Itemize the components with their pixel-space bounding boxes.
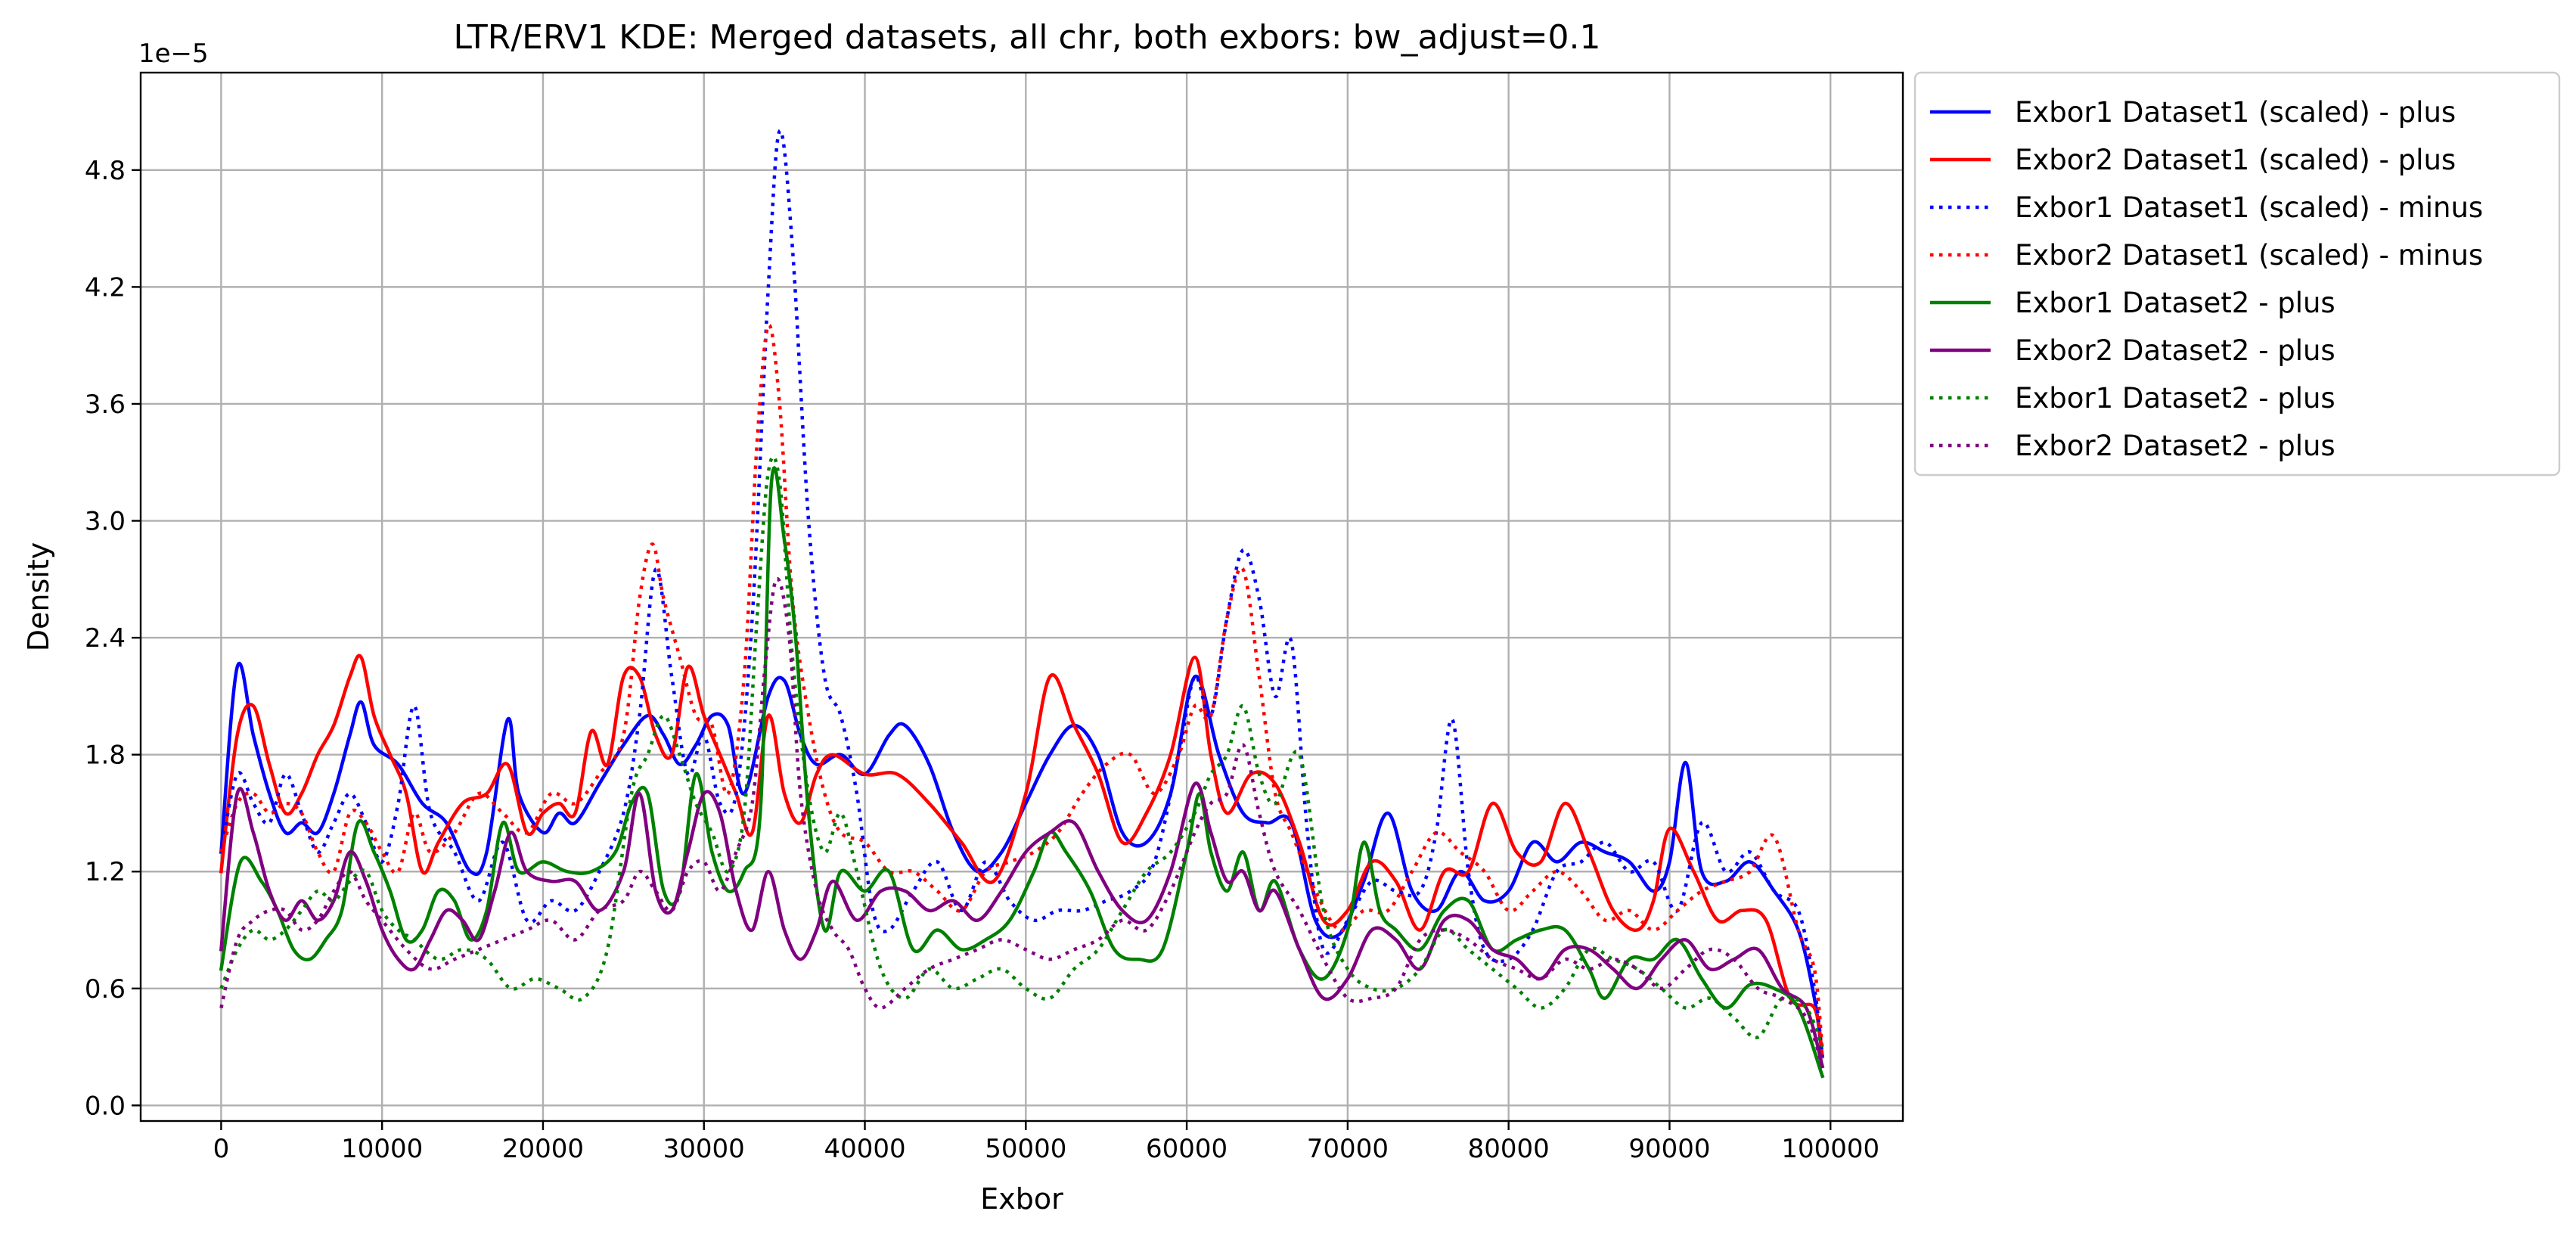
legend-label-3: Exbor1 Dataset1 (scaled) - minus bbox=[2015, 191, 2483, 224]
y-axis-ticks: 0.0 0.6 1.2 1.8 2.4 3.0 3.6 4.2 4.8 bbox=[85, 156, 141, 1121]
chart-title: LTR/ERV1 KDE: Merged datasets, all chr, … bbox=[453, 18, 1600, 57]
x-tick-label: 30000 bbox=[663, 1134, 745, 1164]
series-line-8 bbox=[219, 576, 1824, 1067]
series-lines bbox=[219, 129, 1825, 1079]
x-tick-label: 40000 bbox=[824, 1134, 905, 1164]
x-tick-label: 90000 bbox=[1628, 1134, 1710, 1164]
plot-frame bbox=[139, 71, 1904, 1123]
legend-label-1: Exbor1 Dataset1 (scaled) - plus bbox=[2015, 96, 2456, 129]
x-tick-label: 80000 bbox=[1468, 1134, 1550, 1164]
x-tick-label: 60000 bbox=[1146, 1134, 1227, 1164]
y-tick-label: 0.0 bbox=[85, 1091, 126, 1121]
legend-label-8: Exbor2 Dataset2 - plus bbox=[2015, 430, 2335, 462]
y-tick-label: 1.8 bbox=[85, 741, 126, 771]
y-tick-label: 4.8 bbox=[85, 156, 126, 186]
legend-box bbox=[1913, 71, 2561, 477]
x-tick-label: 70000 bbox=[1307, 1134, 1389, 1164]
y-tick-label: 0.6 bbox=[85, 974, 126, 1005]
y-tick-label: 2.4 bbox=[85, 623, 126, 654]
y-tick-label: 3.6 bbox=[85, 390, 126, 420]
y-tick-label: 3.0 bbox=[85, 507, 126, 537]
legend-label-2: Exbor2 Dataset1 (scaled) - plus bbox=[2015, 144, 2456, 176]
legend-label-4: Exbor2 Dataset1 (scaled) - minus bbox=[2015, 239, 2483, 272]
series-line-6 bbox=[219, 781, 1825, 1069]
series-line-5 bbox=[219, 466, 1825, 1079]
series-line-3 bbox=[219, 129, 1824, 1057]
legend: Exbor1 Dataset1 (scaled) - plus Exbor2 Da… bbox=[1913, 71, 2561, 477]
y-tick-label: 1.2 bbox=[85, 857, 126, 887]
x-tick-label: 50000 bbox=[985, 1134, 1066, 1164]
y-tick-label: 4.2 bbox=[85, 272, 126, 303]
x-tick-label: 10000 bbox=[341, 1134, 423, 1164]
series-line-7 bbox=[219, 455, 1824, 1048]
y-axis-label: Density bbox=[22, 542, 55, 651]
x-tick-label: 0 bbox=[213, 1134, 230, 1164]
x-tick-label: 100000 bbox=[1781, 1134, 1879, 1164]
x-axis-label: Exbor bbox=[980, 1182, 1063, 1216]
series-line-4 bbox=[219, 323, 1824, 1051]
y-offset-text: 1e−5 bbox=[138, 39, 209, 69]
legend-label-5: Exbor1 Dataset2 - plus bbox=[2015, 287, 2335, 319]
legend-label-6: Exbor2 Dataset2 - plus bbox=[2015, 334, 2335, 367]
x-axis-ticks: 0 10000 20000 30000 40000 50000 60000 70000 8000… bbox=[213, 1121, 1879, 1164]
series-line-2 bbox=[219, 654, 1825, 1059]
x-tick-label: 20000 bbox=[502, 1134, 584, 1164]
legend-label-7: Exbor1 Dataset2 - plus bbox=[2015, 382, 2335, 415]
grid bbox=[141, 73, 1903, 1121]
